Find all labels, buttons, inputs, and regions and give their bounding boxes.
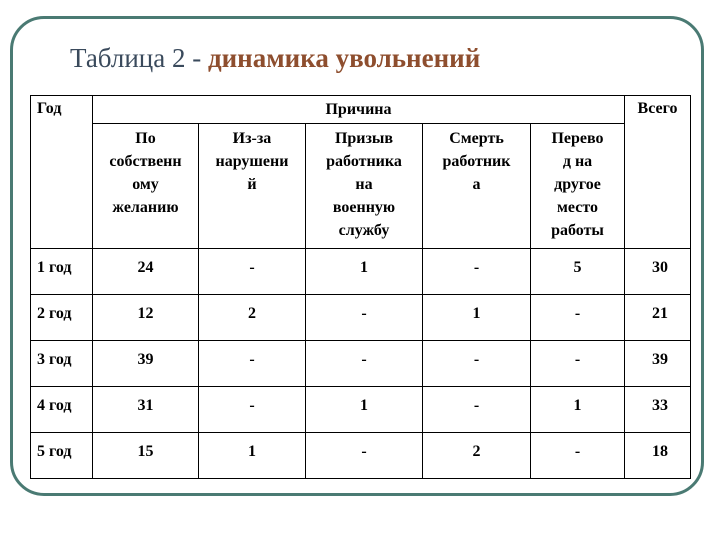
reason-header-line: собственн <box>109 153 182 170</box>
reason-header-line: Призыв <box>334 130 394 147</box>
year-header: Год <box>30 95 93 249</box>
value-cell: - <box>305 340 423 387</box>
total-cell: 33 <box>624 386 692 433</box>
reason-header: Причина <box>91 95 626 124</box>
reason-header-line: работник <box>442 153 511 170</box>
value-cell: 1 <box>305 386 423 433</box>
value-cell: - <box>529 294 626 341</box>
table-row: 5 год 15 1-2-18 <box>30 432 692 479</box>
dismissal-table: Год Причина Всего По собственн ому желанию И… <box>30 95 692 479</box>
reason-header-2: Из-за нарушени й <box>198 123 306 249</box>
reason-header-line: й <box>247 176 257 193</box>
title-prefix: Таблица 2 - <box>70 43 208 73</box>
reason-header-line: Перево <box>551 130 604 147</box>
reason-header-line: военную <box>332 199 396 216</box>
value-cell: 39 <box>92 340 199 387</box>
value-cell: 2 <box>198 294 306 341</box>
value-cell: 2 <box>422 432 531 479</box>
value-cell: - <box>422 340 531 387</box>
value-cell: 1 <box>422 294 531 341</box>
total-cell: 39 <box>624 340 692 387</box>
value-cell: - <box>422 248 531 295</box>
table-row: 2 год 12 2-1-21 <box>30 294 692 341</box>
reason-header-line: д на <box>562 153 593 170</box>
reason-header-line: ому <box>132 176 159 193</box>
reason-header-line: Из-за <box>232 130 272 147</box>
year-cell: 3 год <box>30 340 93 387</box>
value-cell: 15 <box>92 432 199 479</box>
header-row: Год Причина Всего <box>30 95 692 249</box>
value-cell: - <box>422 386 531 433</box>
value-cell: - <box>198 386 306 433</box>
total-header: Всего <box>624 95 692 249</box>
value-cell: 1 <box>529 386 626 433</box>
value-cell: 5 <box>529 248 626 295</box>
reason-header-line: Смерть <box>449 130 504 147</box>
reason-header-line: желанию <box>112 199 179 216</box>
reason-header-line: а <box>472 176 481 193</box>
total-cell: 30 <box>624 248 692 295</box>
reason-header-line: По <box>135 130 156 147</box>
value-cell: 24 <box>92 248 199 295</box>
table-row: 3 год 39- - - -39 <box>30 340 692 387</box>
year-cell: 4 год <box>30 386 93 433</box>
table-row: 4 год 31-1-1 33 <box>30 386 692 433</box>
reason-header-line: службу <box>338 222 390 239</box>
slide-title: Таблица 2 - динамика увольнений <box>70 40 480 76</box>
year-cell: 1 год <box>30 248 93 295</box>
table-row: 1 год 24-1-5 30 <box>30 248 692 295</box>
value-cell: - <box>198 248 306 295</box>
slide-frame <box>10 16 704 496</box>
value-cell: - <box>529 340 626 387</box>
reason-header-5: Перево д на другое место работы <box>529 123 626 249</box>
reason-header-line: нарушени <box>215 153 289 170</box>
reason-header-1: По собственн ому желанию <box>92 123 199 249</box>
reason-subheader-row: По собственн ому желанию Из-за нарушени й Призы… <box>31 123 691 249</box>
reason-header-3: Призыв работника на военную службу <box>305 123 423 249</box>
total-cell: 21 <box>624 294 692 341</box>
value-cell: - <box>305 294 423 341</box>
total-cell: 18 <box>624 432 692 479</box>
reason-header-line: работника <box>326 153 402 170</box>
value-cell: 12 <box>92 294 199 341</box>
reason-header-line: другое <box>554 176 601 193</box>
value-cell: 1 <box>198 432 306 479</box>
value-cell: - <box>529 432 626 479</box>
reason-header-line: на <box>355 176 373 193</box>
reason-header-line: работы <box>551 222 604 239</box>
title-main: динамика увольнений <box>207 43 481 73</box>
reason-header-line: место <box>557 199 598 216</box>
value-cell: - <box>305 432 423 479</box>
reason-header-4: Смерть работник а <box>422 123 531 249</box>
value-cell: - <box>198 340 306 387</box>
year-cell: 5 год <box>30 432 93 479</box>
value-cell: 1 <box>305 248 423 295</box>
value-cell: 31 <box>92 386 199 433</box>
year-cell: 2 год <box>30 294 93 341</box>
